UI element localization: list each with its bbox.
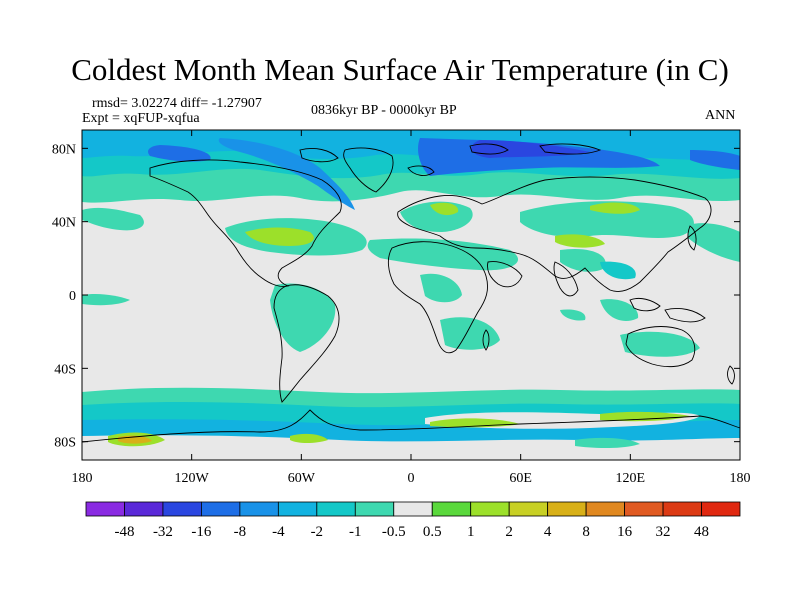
colorbar-swatch [470, 501, 510, 517]
colorbar-label: 8 [582, 524, 590, 540]
colorbar-label: -32 [153, 524, 173, 540]
colorbar-label: -1 [349, 524, 362, 540]
lon-tick-label: 120W [175, 471, 210, 486]
colorbar-swatch [393, 501, 433, 517]
colorbar-swatch [162, 501, 202, 517]
lon-tick-label: 60E [509, 471, 532, 486]
colorbar-swatch [662, 501, 702, 517]
colorbar-swatch [277, 501, 318, 517]
colorbar-label: 32 [656, 524, 671, 540]
lon-tick-label: 180 [72, 471, 93, 486]
lon-tick-label: 0 [408, 471, 415, 486]
colorbar-label: 16 [617, 524, 633, 540]
colorbar-swatch [201, 501, 241, 517]
colorbar-label: -0.5 [382, 524, 406, 540]
colorbar-swatch [354, 501, 395, 517]
colorbar-swatch [85, 501, 125, 517]
colorbar-label: -4 [272, 524, 285, 540]
colorbar-swatch [316, 501, 356, 517]
coastlines [82, 143, 740, 443]
map-axes: 180 120W 60W 0 60E 120E 180 80N 40N 0 40S 80S [52, 130, 751, 486]
colorbar-swatch [508, 501, 549, 517]
colorbar-label: -16 [191, 524, 211, 540]
stats-label: rmsd= 3.02274 diff= -1.27907 [92, 96, 262, 111]
lon-tick-label: 120E [616, 471, 646, 486]
lat-tick-label: 80S [54, 436, 76, 451]
experiment-label: Expt = xqFUP-xqfua [82, 111, 200, 126]
colorbar-swatch [547, 501, 587, 517]
map-title: Coldest Month Mean Surface Air Temperatu… [71, 52, 729, 87]
colorbar-label: 4 [544, 524, 552, 540]
lat-tick-label: 80N [52, 142, 76, 157]
temperature-field [82, 130, 740, 460]
colorbar-label: 2 [505, 524, 513, 540]
colorbar-label: 48 [694, 524, 709, 540]
colorbar-label: -48 [114, 524, 134, 540]
lat-tick-label: 0 [69, 289, 76, 304]
colorbar-label: 0.5 [423, 524, 442, 540]
lat-tick-label: 40S [54, 362, 76, 377]
colorbar-swatch [124, 501, 164, 517]
colorbar-label: -8 [234, 524, 247, 540]
colorbar-swatch [585, 501, 625, 517]
lon-tick-label: 60W [288, 471, 316, 486]
colorbar-swatch [701, 501, 741, 517]
period-label: 0836kyr BP - 0000kyr BP [311, 103, 457, 118]
colorbar-swatch [624, 501, 664, 517]
colorbar-swatch [239, 501, 279, 517]
colorbar-swatch [431, 501, 472, 517]
colorbar-label: -2 [311, 524, 324, 540]
lat-tick-label: 40N [52, 216, 76, 231]
colorbar: -48 -32 -16 -8 -4 -2 -1 -0.5 0.5 1 2 4 8 16 32 48 [85, 501, 741, 540]
lon-tick-label: 180 [730, 471, 751, 486]
season-label: ANN [705, 108, 736, 123]
colorbar-label: 1 [467, 524, 475, 540]
